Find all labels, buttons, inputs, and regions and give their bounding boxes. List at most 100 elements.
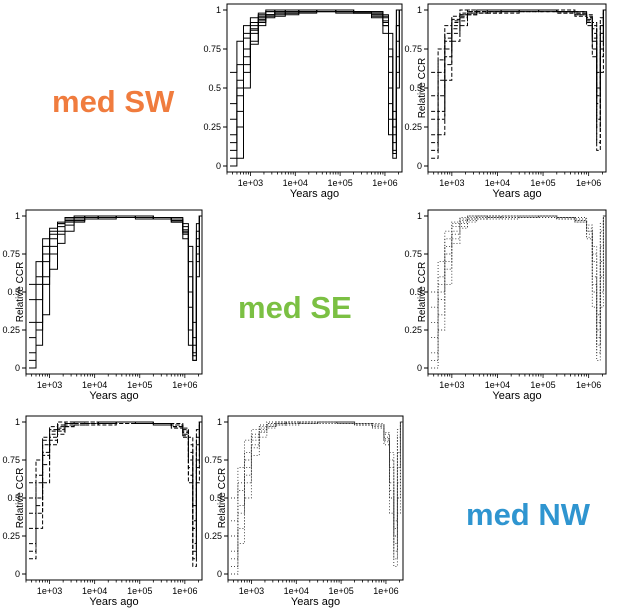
- ccr-series-line: [231, 421, 403, 567]
- ccr-series-line: [431, 9, 606, 120]
- x-tick-label: 1e+06: [576, 380, 601, 390]
- y-tick-label: 0.25: [204, 531, 222, 541]
- y-tick-label: 1: [417, 211, 422, 221]
- y-axis-label: Relative CCR: [417, 262, 428, 323]
- ccr-series-line: [230, 9, 402, 151]
- p-se-sw-chart: 0 0.25 0.5 0.75 1 1e+03 1e+04 1e+05 1e+06 Years a…: [2, 209, 203, 402]
- ccr-series-line: [231, 421, 403, 552]
- y-tick-label: 0.5: [409, 287, 422, 297]
- x-tick-label: 1e+06: [576, 178, 601, 188]
- x-axis-label: Years ago: [291, 596, 340, 608]
- ccr-series-line: [230, 9, 402, 159]
- ccr-series-line: [29, 215, 202, 361]
- x-tick-label: 1e+03: [37, 586, 62, 596]
- x-axis-label: Years ago: [492, 390, 541, 402]
- x-tick-label: 1e+03: [439, 178, 464, 188]
- ccr-series-line: [431, 215, 606, 354]
- y-tick-label: 0.75: [2, 455, 20, 465]
- x-tick-label: 1e+05: [127, 380, 152, 390]
- x-tick-label: 1e+04: [485, 178, 510, 188]
- x-axis-label: Years ago: [492, 188, 541, 200]
- p-nw-se-chart: 0 0.25 0.5 0.75 1 1e+03 1e+04 1e+05 1e+06 Years a…: [204, 415, 404, 608]
- y-tick-label: 0.25: [203, 122, 221, 132]
- x-axis-label: Years ago: [89, 596, 138, 608]
- ccr-series-line: [230, 9, 402, 120]
- y-tick-label: 1: [216, 5, 221, 15]
- y-axis-label: Relative CCR: [217, 468, 228, 529]
- x-tick-label: 1e+05: [327, 178, 352, 188]
- x-tick-label: 1e+04: [284, 586, 309, 596]
- ccr-series-line: [230, 9, 402, 154]
- ccr-series-line: [431, 9, 606, 144]
- y-axis-label: Relative CCR: [15, 262, 26, 323]
- ccr-series-line: [431, 9, 606, 144]
- x-axis-label: Years ago: [290, 188, 339, 200]
- y-tick-label: 0.75: [404, 44, 422, 54]
- y-tick-label: 0: [216, 161, 221, 171]
- y-tick-label: 0.5: [7, 493, 20, 503]
- ccr-series-line: [431, 215, 606, 361]
- y-tick-label: 0: [417, 161, 422, 171]
- ccr-series-line: [29, 421, 202, 560]
- y-tick-label: 0: [217, 569, 222, 579]
- p-sw-se-chart: 0 0.25 0.5 0.75 1 1e+03 1e+04 1e+05 1e+06 Years a…: [203, 3, 403, 200]
- ccr-series-line: [431, 215, 606, 369]
- y-tick-label: 1: [417, 5, 422, 15]
- x-tick-label: 1e+04: [485, 380, 510, 390]
- x-tick-label: 1e+06: [373, 586, 398, 596]
- x-tick-label: 1e+06: [172, 380, 197, 390]
- x-axis-label: Years ago: [89, 390, 138, 402]
- y-tick-label: 0.25: [404, 122, 422, 132]
- x-tick-label: 1e+03: [37, 380, 62, 390]
- y-tick-label: 0.75: [2, 249, 20, 259]
- plot-frame: [227, 415, 404, 581]
- ccr-series-line: [431, 9, 606, 128]
- y-tick-label: 1: [15, 211, 20, 221]
- x-tick-label: 1e+03: [439, 380, 464, 390]
- ccr-series-line: [29, 215, 202, 354]
- ccr-series-line: [29, 421, 202, 552]
- population-label-med-se: med SE: [238, 290, 352, 325]
- p-nw-sw-chart: 0 0.25 0.5 0.75 1 1e+03 1e+04 1e+05 1e+06 Years a…: [2, 415, 203, 608]
- y-tick-label: 1: [15, 417, 20, 427]
- x-tick-label: 1e+05: [127, 586, 152, 596]
- x-tick-label: 1e+03: [238, 178, 263, 188]
- y-tick-label: 1: [217, 417, 222, 427]
- x-tick-label: 1e+05: [328, 586, 353, 596]
- x-tick-label: 1e+03: [239, 586, 264, 596]
- ccr-series-line: [431, 215, 606, 339]
- ccr-series-line: [230, 9, 402, 159]
- x-tick-label: 1e+04: [82, 380, 107, 390]
- y-axis-label: Relative CCR: [417, 58, 428, 119]
- y-tick-label: 0.25: [2, 531, 20, 541]
- y-axis-label: Relative CCR: [15, 468, 26, 529]
- ccr-series-line: [231, 421, 403, 567]
- x-tick-label: 1e+05: [530, 380, 555, 390]
- p-se-nw-chart: 0 0.25 0.5 0.75 1 1e+03 1e+04 1e+05 1e+06 Years a…: [404, 209, 607, 402]
- y-tick-label: 0: [417, 363, 422, 373]
- y-tick-label: 0.5: [208, 83, 221, 93]
- plot-frame: [427, 209, 607, 375]
- x-tick-label: 1e+04: [283, 178, 308, 188]
- ccr-series-line: [29, 421, 202, 560]
- x-tick-label: 1e+04: [82, 586, 107, 596]
- x-tick-label: 1e+06: [172, 586, 197, 596]
- ccr-series-line: [29, 421, 202, 552]
- y-tick-label: 0.75: [203, 44, 221, 54]
- y-tick-label: 0.5: [7, 287, 20, 297]
- ccr-series-line: [230, 9, 402, 144]
- ccr-series-line: [431, 215, 606, 354]
- p-sw-nw-chart: 0 0.25 0.5 0.75 1 1e+03 1e+04 1e+05 1e+06 Years a…: [404, 3, 607, 200]
- ccr-series-line: [231, 421, 403, 575]
- ccr-series-line: [431, 215, 606, 361]
- y-tick-label: 0.5: [209, 493, 222, 503]
- ccr-series-line: [29, 215, 202, 354]
- y-tick-label: 0.75: [404, 249, 422, 259]
- ccr-series-line: [431, 9, 606, 151]
- ccr-series-line: [431, 9, 606, 151]
- x-tick-label: 1e+06: [372, 178, 397, 188]
- y-tick-label: 0.75: [204, 455, 222, 465]
- ccr-series-line: [29, 215, 202, 361]
- population-label-med-nw: med NW: [466, 497, 590, 532]
- y-tick-label: 0: [15, 363, 20, 373]
